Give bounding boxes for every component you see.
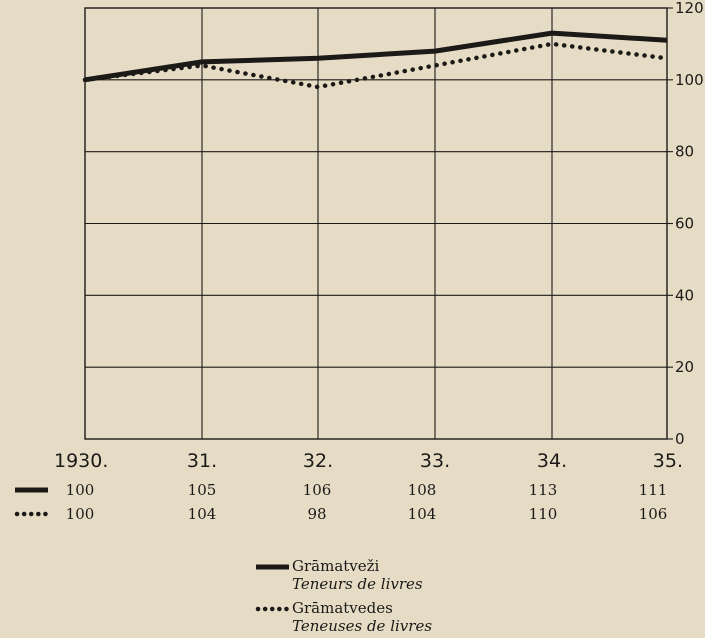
- data-table: 100 105 106 108 113 111 100 104 98 104 1…: [0, 478, 705, 528]
- x-tick-label: 33.: [420, 450, 450, 470]
- y-tick-label: 100: [675, 71, 704, 89]
- line-chart: 0 20 40 60 80 100 120 1930. 31. 32. 33. 34. 35.: [54, 0, 704, 470]
- x-tick-label: 32.: [303, 450, 333, 470]
- legend-sublabel: Teneuses de livres: [292, 617, 433, 635]
- y-tick-label: 0: [675, 430, 685, 448]
- y-tick-label: 80: [675, 143, 694, 161]
- solid-line-swatch: [14, 484, 48, 496]
- table-cell: 111: [638, 481, 668, 499]
- table-cell: 104: [187, 505, 217, 523]
- x-tick-label: 31.: [187, 450, 217, 470]
- table-cell: 98: [307, 505, 327, 523]
- table-cell: 104: [407, 505, 437, 523]
- y-tick-label: 60: [675, 215, 694, 233]
- legend-label: Grāmatvedes: [292, 599, 393, 617]
- x-tick-label: 35.: [653, 450, 683, 470]
- table-cell: 108: [407, 481, 437, 499]
- x-tick-label: 34.: [537, 450, 567, 470]
- table-cell: 106: [638, 505, 668, 523]
- dotted-line-swatch: [14, 508, 48, 520]
- series-line-dotted: [82, 41, 670, 90]
- table-cell: 100: [65, 481, 95, 499]
- y-tick-label: 20: [675, 358, 694, 376]
- legend-item-dotted: Grāmatvedes Teneuses de livres: [255, 599, 655, 637]
- table-cell: 113: [528, 481, 558, 499]
- table-row-dotted: 100 104 98 104 110 106: [0, 502, 705, 526]
- table-cell: 106: [302, 481, 332, 499]
- chart-legend: Grāmatveži Teneurs de livres Grāmatvedes…: [255, 557, 655, 635]
- x-axis-ticks: 1930. 31. 32. 33. 34. 35.: [54, 450, 683, 470]
- table-cell: 110: [528, 505, 558, 523]
- legend-sublabel: Teneurs de livres: [292, 575, 423, 593]
- series-line-solid: [84, 30, 668, 83]
- y-tick-label: 40: [675, 286, 694, 304]
- legend-item-solid: Grāmatveži Teneurs de livres: [255, 557, 655, 595]
- y-tick-label: 120: [675, 0, 704, 17]
- table-cell: 105: [187, 481, 217, 499]
- table-cell: 100: [65, 505, 95, 523]
- solid-line-swatch: [255, 561, 289, 573]
- table-row-solid: 100 105 106 108 113 111: [0, 478, 705, 502]
- chart-series: [82, 30, 670, 90]
- chart-grid: [84, 7, 668, 440]
- y-axis-ticks: 0 20 40 60 80 100 120: [667, 0, 704, 448]
- dotted-line-swatch: [255, 603, 289, 615]
- x-tick-label: 1930.: [54, 450, 108, 470]
- legend-label: Grāmatveži: [292, 557, 380, 575]
